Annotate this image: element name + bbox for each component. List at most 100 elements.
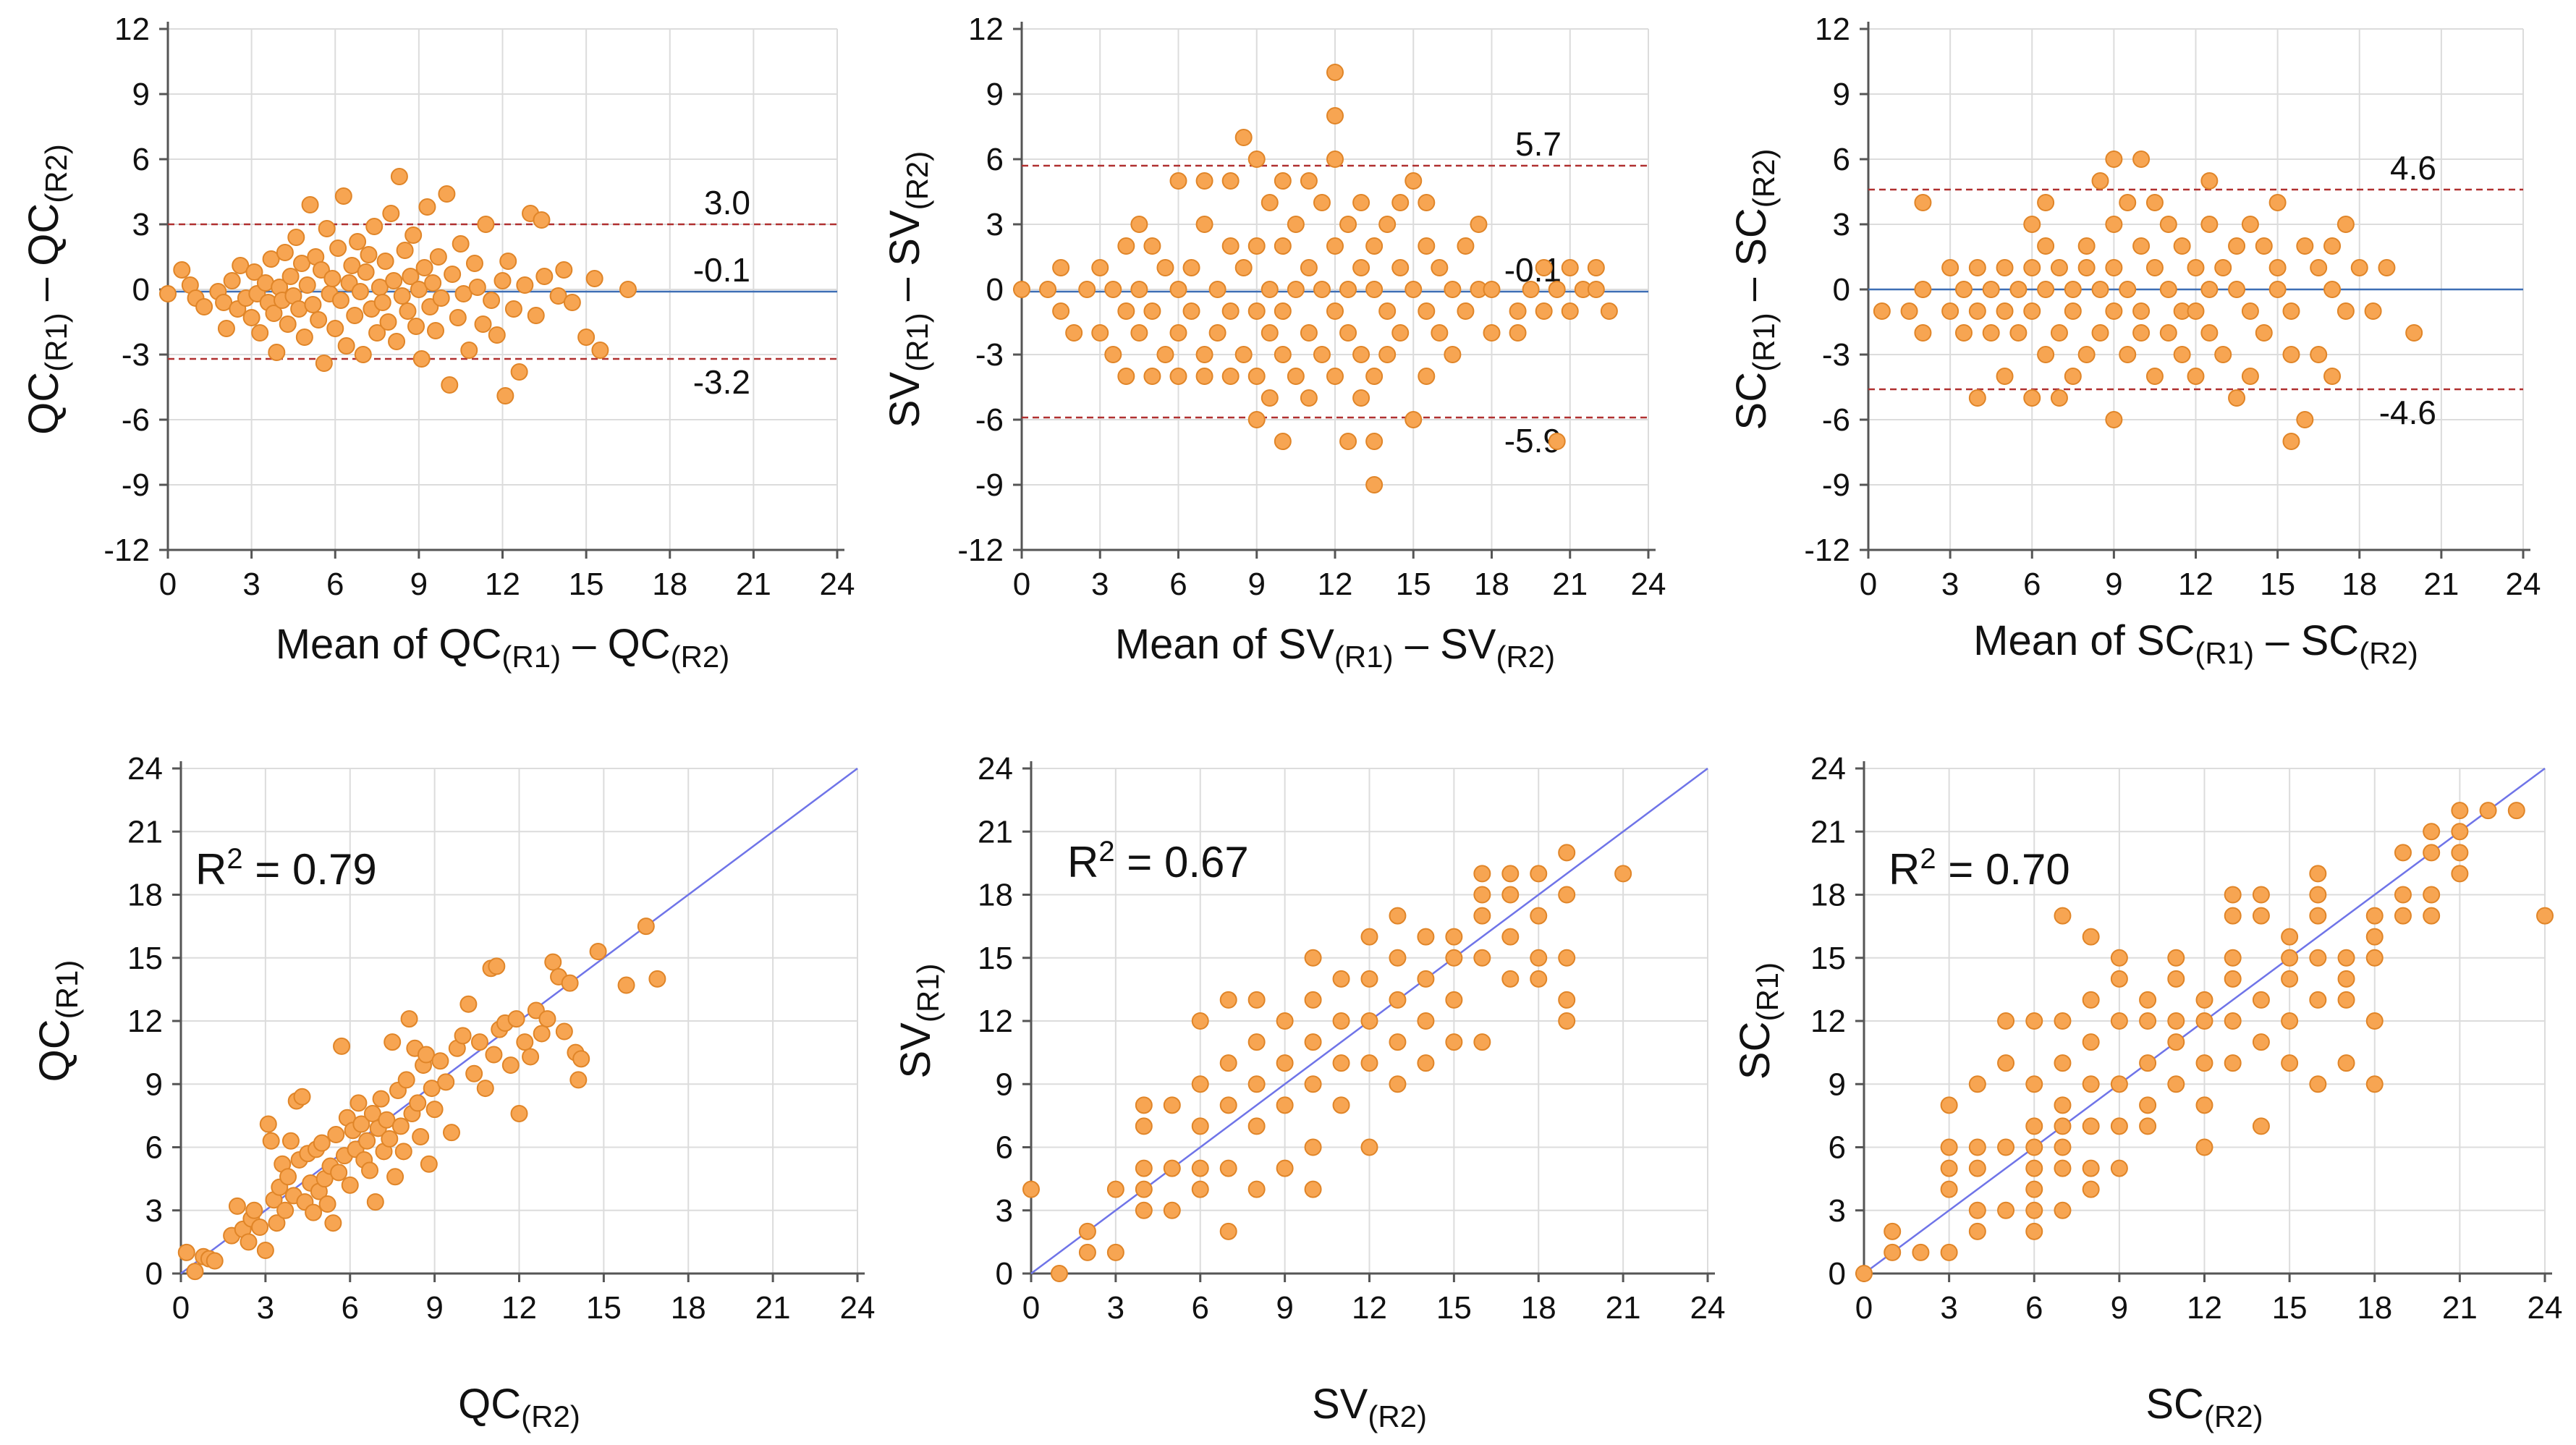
- corr-sc-point: [1940, 1096, 1958, 1114]
- ba-qc-point: [349, 233, 367, 250]
- ba-sc-point: [2023, 302, 2041, 320]
- ba-sc-point: [2241, 302, 2259, 320]
- ba-sv-point: [1065, 324, 1083, 342]
- corr-qc-point: [400, 1010, 418, 1028]
- ba-sc-upper-limit-label: 4.6: [2390, 149, 2436, 187]
- corr-sc-point: [2110, 1117, 2128, 1135]
- corr-qc-r2-label: R2 = 0.79: [195, 843, 377, 894]
- corr-sc-point: [2025, 1117, 2043, 1135]
- corr-sc-x-tick-label: 24: [2528, 1290, 2563, 1326]
- corr-sv-point: [1191, 1012, 1209, 1030]
- corr-qc-point: [488, 957, 506, 975]
- ba-qc-point: [510, 363, 528, 381]
- ba-sv-y-axis-title: SV(R1) – SV(R2): [881, 151, 934, 428]
- corr-sc-point: [2110, 949, 2128, 967]
- corr-sv-point: [1445, 928, 1463, 946]
- ba-sc-point: [1968, 259, 1986, 276]
- ba-qc-point: [360, 246, 378, 263]
- ba-qc-mean-label: -0.1: [693, 251, 750, 289]
- ba-sc-point: [2077, 237, 2096, 255]
- ba-sv-x-tick-label: 15: [1396, 567, 1431, 602]
- ba-sc-point: [2009, 324, 2028, 342]
- ba-qc-x-tick-label: 18: [652, 567, 687, 602]
- corr-qc-y-tick-label: 9: [145, 1067, 163, 1102]
- ba-sv-point: [1522, 281, 1540, 298]
- corr-sc-point: [2025, 1222, 2043, 1240]
- ba-sc-point: [2282, 302, 2300, 320]
- ba-qc-point: [242, 309, 260, 326]
- ba-sv-point: [1013, 281, 1030, 298]
- corr-sc-point: [2224, 1054, 2242, 1072]
- corr-qc-point: [394, 1143, 412, 1161]
- ba-qc-point: [326, 320, 344, 337]
- ba-sc-point: [1982, 324, 2000, 342]
- ba-qc-point: [504, 300, 522, 318]
- ba-sv-x-tick-label: 6: [1169, 567, 1187, 602]
- corr-qc-point: [437, 1073, 455, 1091]
- corr-qc-y-tick-label: 6: [145, 1130, 163, 1166]
- ba-sc-point: [2268, 259, 2287, 276]
- corr-sc-point: [2025, 1180, 2043, 1198]
- ba-sv-point: [1378, 216, 1397, 233]
- ba-qc-point: [388, 333, 406, 350]
- corr-qc-point: [391, 1117, 410, 1135]
- ba-sv-point: [1470, 216, 1488, 233]
- ba-qc-point: [385, 272, 403, 289]
- ba-sc-point: [2350, 259, 2368, 276]
- corr-sv-point: [1445, 949, 1463, 967]
- ba-qc-x-tick-label: 3: [242, 567, 260, 602]
- corr-qc-point: [352, 1115, 370, 1133]
- corr-qc-y-tick-label: 12: [127, 1004, 163, 1039]
- corr-qc-point: [522, 1048, 540, 1066]
- ba-sv-point: [1561, 259, 1579, 276]
- ba-sc-point: [2323, 281, 2342, 298]
- ba-qc-point: [410, 281, 428, 298]
- ba-sv-point: [1221, 368, 1240, 385]
- corr-sc-y-tick-label: 18: [1810, 878, 1846, 913]
- ba-sc-point: [2105, 151, 2123, 168]
- corr-qc-x-tick-label: 9: [425, 1290, 443, 1326]
- corr-qc-point: [318, 1195, 336, 1213]
- ba-qc-point: [432, 289, 450, 307]
- corr-sv-x-tick-label: 12: [1352, 1290, 1387, 1326]
- corr-sc-point: [2054, 1054, 2072, 1072]
- ba-sc-point: [2091, 281, 2109, 298]
- ba-sc-y-axis-title: SC(R1) – SC(R2): [1728, 149, 1781, 431]
- corr-qc-point: [378, 1111, 396, 1129]
- ba-sv-point: [1195, 216, 1213, 233]
- corr-sc-point: [1968, 1138, 1986, 1156]
- ba-sc-point: [2105, 411, 2123, 428]
- ba-sc-point: [2050, 389, 2068, 407]
- ba-sc-point: [2159, 281, 2177, 298]
- corr-sc-point: [2224, 907, 2242, 925]
- corr-sv-point: [1473, 886, 1491, 904]
- ba-sc-point: [1914, 324, 1932, 342]
- ba-sv-point: [1391, 259, 1410, 276]
- corr-sc-point: [2082, 1075, 2100, 1093]
- ba-sc-x-tick-label: 9: [2105, 567, 2122, 602]
- ba-sv-point: [1365, 368, 1384, 385]
- ba-sv-point: [1169, 172, 1187, 190]
- ba-sv-x-tick-label: 12: [1318, 567, 1353, 602]
- corr-sv-point: [1389, 1033, 1407, 1051]
- ba-sv-point: [1548, 433, 1566, 450]
- ba-sv-point: [1431, 259, 1449, 276]
- ba-sc-point: [2050, 259, 2068, 276]
- ba-sv-point: [1169, 281, 1187, 298]
- ba-sv-point: [1326, 151, 1344, 168]
- ba-sv-point: [1352, 259, 1370, 276]
- ba-qc-x-tick-label: 15: [569, 567, 604, 602]
- ba-qc-point: [173, 261, 191, 279]
- ba-qc-point: [516, 276, 534, 294]
- ba-sc-point: [2091, 324, 2109, 342]
- ba-qc-point: [415, 259, 433, 276]
- ba-qc-y-tick-label: 9: [132, 77, 150, 112]
- corr-sv-point: [1304, 1033, 1322, 1051]
- corr-sc-x-tick-label: 0: [1855, 1290, 1873, 1326]
- ba-sv-point: [1247, 368, 1266, 385]
- ba-qc-point: [293, 255, 310, 272]
- corr-sc-y-tick-label: 21: [1810, 814, 1846, 849]
- ba-qc-point: [368, 324, 386, 342]
- ba-sc-point: [2200, 172, 2219, 190]
- ba-sc-point: [2064, 281, 2082, 298]
